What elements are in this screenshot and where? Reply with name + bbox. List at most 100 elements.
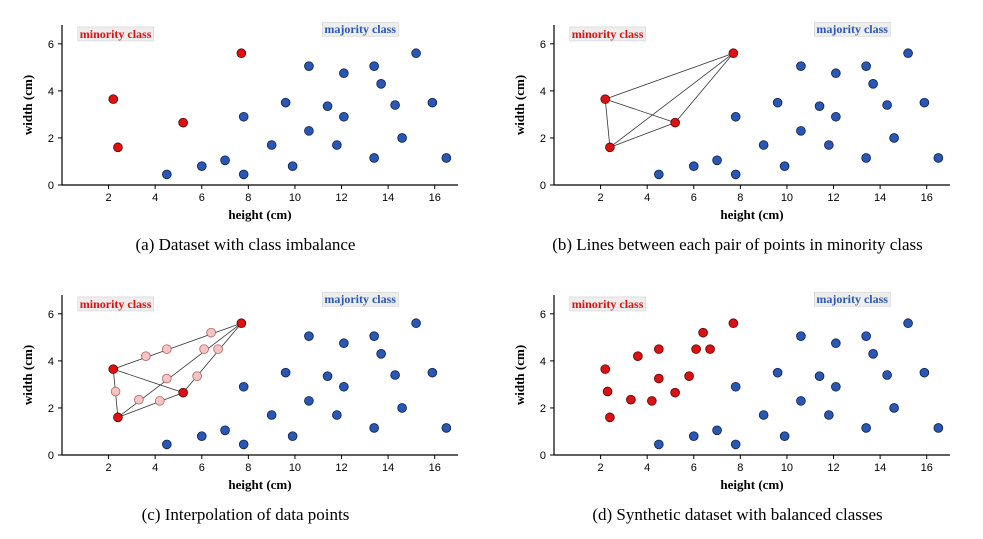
y-tick-label: 6 bbox=[540, 309, 546, 321]
synthetic-point bbox=[162, 373, 172, 384]
minority-point bbox=[178, 387, 188, 398]
y-axis-label: width (cm) bbox=[512, 75, 527, 135]
minority-point bbox=[113, 412, 123, 423]
x-axis-label: height (cm) bbox=[720, 477, 783, 492]
majority-point bbox=[339, 68, 349, 79]
minority-point bbox=[600, 94, 611, 104]
x-tick-label: 12 bbox=[827, 462, 839, 474]
majority-point bbox=[903, 318, 913, 329]
synthetic-point bbox=[134, 394, 144, 405]
majority-point bbox=[868, 349, 878, 359]
y-axis-label: width (cm) bbox=[20, 345, 35, 405]
majority-point bbox=[730, 439, 741, 450]
x-tick-label: 2 bbox=[598, 192, 604, 204]
pair-line bbox=[609, 52, 734, 148]
majority-point bbox=[882, 370, 892, 380]
y-tick-label: 4 bbox=[540, 86, 546, 98]
majority-point bbox=[220, 425, 230, 436]
panel-b: 2 4 6 8 10 12 14 16 0 2 4 6 height (cm) width (cm) min… bbox=[492, 0, 983, 269]
majority-point bbox=[796, 61, 806, 71]
x-tick-label: 10 bbox=[781, 192, 793, 204]
majority-point bbox=[162, 439, 172, 450]
majority-point bbox=[814, 371, 825, 381]
x-tick-label: 2 bbox=[106, 462, 112, 474]
synthetic-point bbox=[141, 351, 151, 361]
synthetic-point bbox=[206, 327, 216, 338]
legend-majority-box bbox=[814, 21, 891, 37]
majority-point bbox=[688, 431, 699, 441]
scatter-chart-a: 2 4 6 8 10 12 14 16 0 2 4 6 height (cm) width (cm) min… bbox=[20, 21, 458, 222]
y-tick-label: 0 bbox=[48, 180, 54, 192]
majority-point bbox=[831, 381, 841, 392]
legend-majority-box bbox=[322, 291, 399, 307]
minority-point bbox=[698, 327, 708, 338]
synthetic-point bbox=[199, 344, 209, 354]
synthetic-point bbox=[162, 344, 172, 354]
minority-point bbox=[600, 364, 611, 374]
majority-point bbox=[758, 410, 769, 420]
majority-point bbox=[376, 349, 386, 359]
legend-majority-label: majority class bbox=[324, 292, 396, 306]
panel-d: 2 4 6 8 10 12 14 16 0 2 4 6 height (cm) width (cm) min… bbox=[492, 270, 983, 539]
majority-point bbox=[441, 423, 452, 433]
majority-point bbox=[903, 48, 913, 59]
y-tick-label: 2 bbox=[48, 133, 54, 145]
synthetic-point bbox=[192, 371, 202, 381]
x-tick-label: 14 bbox=[874, 462, 886, 474]
x-tick-label: 12 bbox=[335, 192, 347, 204]
y-tick-label: 0 bbox=[48, 450, 54, 462]
x-tick-label: 4 bbox=[152, 192, 158, 204]
legend-majority-box bbox=[814, 291, 891, 307]
minority-point bbox=[108, 364, 119, 374]
majority-point bbox=[376, 79, 386, 89]
x-tick-label: 6 bbox=[691, 192, 697, 204]
majority-point bbox=[369, 153, 379, 163]
pair-line bbox=[605, 52, 734, 100]
majority-point bbox=[933, 153, 944, 163]
majority-point bbox=[196, 431, 207, 441]
x-tick-label: 10 bbox=[781, 462, 793, 474]
majority-point bbox=[919, 97, 930, 108]
y-tick-label: 6 bbox=[540, 39, 546, 51]
minority-point bbox=[691, 344, 701, 354]
scatter-chart-d: 2 4 6 8 10 12 14 16 0 2 4 6 height (cm) width (cm) min… bbox=[512, 291, 950, 492]
x-tick-label: 6 bbox=[691, 462, 697, 474]
caption-d: (d) Synthetic dataset with balanced clas… bbox=[592, 505, 883, 524]
legend-minority-label: minority class bbox=[80, 27, 152, 41]
x-tick-label: 14 bbox=[382, 462, 394, 474]
majority-point bbox=[758, 140, 769, 150]
majority-point bbox=[772, 97, 783, 108]
synthetic-point bbox=[213, 344, 223, 354]
x-tick-label: 8 bbox=[245, 462, 251, 474]
majority-point bbox=[411, 48, 421, 59]
majority-point bbox=[654, 169, 664, 180]
minority-point bbox=[605, 142, 615, 153]
x-axis-label: height (cm) bbox=[228, 477, 291, 492]
majority-point bbox=[831, 338, 841, 349]
y-tick-label: 4 bbox=[540, 356, 546, 368]
majority-point bbox=[889, 403, 899, 413]
x-tick-label: 8 bbox=[737, 462, 743, 474]
majority-point bbox=[339, 111, 349, 122]
majority-point bbox=[861, 61, 871, 71]
majority-point bbox=[304, 61, 314, 71]
legend-majority-label: majority class bbox=[816, 22, 888, 36]
legend-majority-label: majority class bbox=[816, 292, 888, 306]
legend-majority-box bbox=[322, 21, 399, 37]
minority-point bbox=[728, 318, 739, 329]
majority-point bbox=[390, 100, 400, 110]
legend-minority-label: minority class bbox=[572, 27, 644, 41]
pair-line bbox=[674, 52, 734, 123]
majority-point bbox=[654, 439, 664, 450]
majority-point bbox=[861, 423, 871, 433]
x-tick-label: 10 bbox=[289, 462, 301, 474]
majority-point bbox=[814, 101, 825, 111]
legend-minority-label: minority class bbox=[572, 297, 644, 311]
majority-point bbox=[868, 79, 878, 89]
y-axis-label: width (cm) bbox=[512, 345, 527, 405]
majority-point bbox=[332, 410, 342, 420]
majority-point bbox=[824, 140, 834, 150]
x-tick-label: 6 bbox=[199, 462, 205, 474]
y-tick-label: 4 bbox=[48, 356, 54, 368]
majority-point bbox=[238, 169, 249, 180]
